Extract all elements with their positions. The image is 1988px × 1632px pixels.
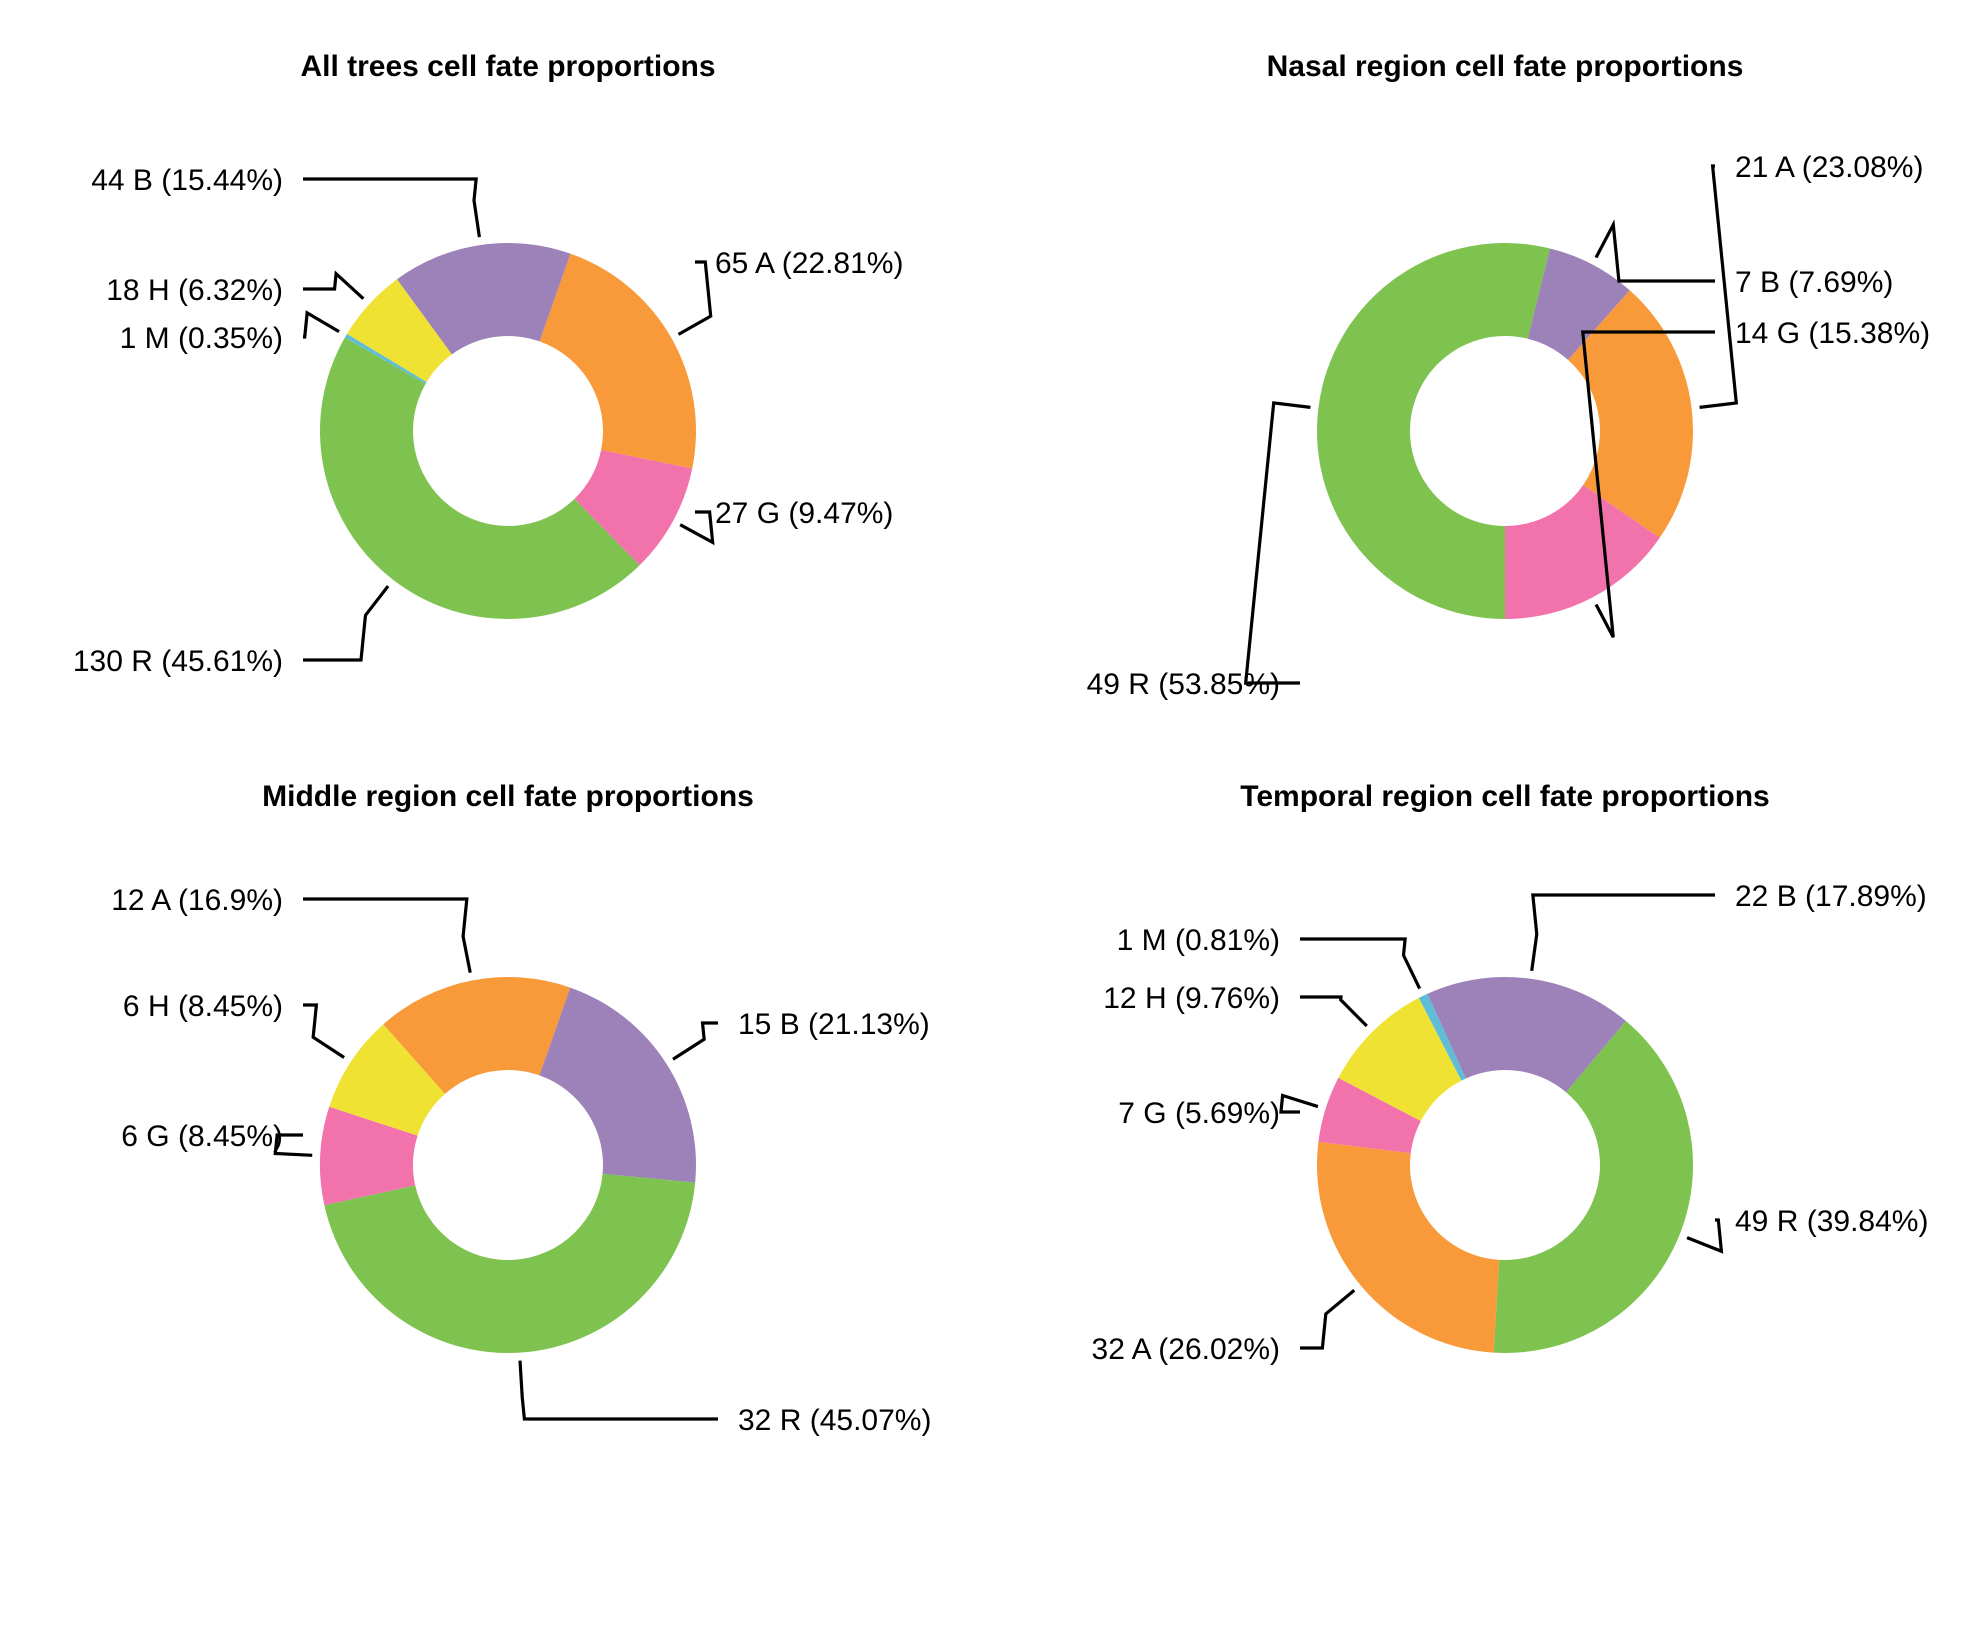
- leader-line-G: [273, 1133, 313, 1157]
- donut-slice-H: [346, 279, 452, 382]
- leader-line-B: [303, 177, 481, 238]
- donut-chart-middle: Middle region cell fate proportions 15 B…: [111, 780, 931, 1437]
- slice-label-B: 44 B (15.44%): [91, 164, 283, 197]
- donut-slices: [319, 977, 696, 1353]
- slice-label-M: 1 M (0.35%): [120, 322, 283, 355]
- leader-line-A: [677, 260, 713, 336]
- donut-slice-M: [344, 333, 427, 384]
- slice-label-G: 27 G (9.47%): [715, 497, 893, 530]
- leader-line-H: [1300, 995, 1368, 1028]
- donut-slice-B: [397, 242, 571, 355]
- donut-slice-B: [1527, 248, 1630, 360]
- chart-title: All trees cell fate proportions: [300, 50, 715, 83]
- leader-line-R: [518, 1360, 718, 1421]
- leader-line-R: [303, 585, 390, 662]
- donut-slice-R: [1493, 1021, 1694, 1353]
- leader-line-B: [1530, 893, 1715, 972]
- slice-label-A: 32 A (26.02%): [1092, 1333, 1280, 1366]
- slice-label-H: 6 H (8.45%): [123, 990, 283, 1023]
- slice-label-G: 6 G (8.45%): [121, 1120, 283, 1153]
- donut-slice-G: [319, 1106, 418, 1206]
- donut-slice-R: [1316, 243, 1550, 619]
- slice-label-B: 22 B (17.89%): [1735, 880, 1927, 913]
- donut-slices: [1316, 976, 1694, 1353]
- donut-chart-all-trees: All trees cell fate proportions 65 A (22…: [73, 50, 904, 678]
- donut-slice-H: [1338, 997, 1462, 1122]
- donut-slice-H: [329, 1024, 446, 1136]
- leader-line-R: [1686, 1218, 1724, 1254]
- slice-label-A: 65 A (22.81%): [715, 247, 903, 280]
- donut-slice-G: [1318, 1077, 1421, 1154]
- leader-line-B: [1594, 219, 1715, 283]
- slice-labels: 15 B (21.13%) 32 R (45.07%) 6 G (8.45%) 6 H…: [111, 884, 931, 1437]
- chart-title: Middle region cell fate proportions: [262, 780, 754, 813]
- donut-slice-G: [1504, 484, 1660, 619]
- slice-label-H: 18 H (6.32%): [106, 274, 283, 307]
- slice-label-A: 21 A (23.08%): [1735, 151, 1923, 184]
- donut-slice-B: [539, 987, 696, 1183]
- donut-slice-R: [320, 337, 640, 619]
- leader-line-R: [1243, 401, 1311, 685]
- slice-label-H: 12 H (9.76%): [1103, 982, 1280, 1015]
- leader-line-A: [1300, 1289, 1356, 1350]
- slice-labels: 49 R (39.84%) 32 A (26.02%) 7 G (5.69%) 12 …: [1092, 880, 1929, 1366]
- leader-line-A: [1699, 164, 1739, 409]
- donut-slice-A: [383, 977, 571, 1094]
- donut-slice-G: [574, 449, 693, 566]
- leader-line-G: [1279, 1093, 1319, 1114]
- slice-label-M: 1 M (0.81%): [1117, 924, 1280, 957]
- slice-label-G: 14 G (15.38%): [1735, 317, 1930, 350]
- leader-line-H: [303, 1003, 345, 1059]
- donut-chart-nasal: Nasal region cell fate proportions 21 A …: [1087, 50, 1931, 701]
- donut-slices: [320, 242, 696, 619]
- slice-label-R: 49 R (53.85%): [1087, 668, 1280, 701]
- leader-line-B: [672, 1021, 718, 1061]
- donut-slice-A: [1567, 290, 1694, 538]
- slice-label-G: 7 G (5.69%): [1118, 1097, 1280, 1130]
- donut-slice-A: [539, 253, 696, 469]
- chart-title: Nasal region cell fate proportions: [1267, 50, 1744, 83]
- slice-label-R: 130 R (45.61%): [73, 645, 283, 678]
- donut-slices: [1316, 243, 1694, 619]
- slice-label-R: 32 R (45.07%): [738, 1404, 931, 1437]
- leader-line-M: [1300, 937, 1422, 990]
- slice-labels: 65 A (22.81%) 27 G (9.47%) 130 R (45.61%) 1…: [73, 164, 904, 678]
- leader-line-M: [303, 310, 340, 339]
- leader-line-H: [303, 270, 365, 300]
- donut-slice-M: [1418, 993, 1466, 1081]
- donut-slice-B: [1427, 976, 1626, 1093]
- donut-slice-A: [1316, 1141, 1500, 1353]
- slice-label-B: 7 B (7.69%): [1735, 266, 1893, 299]
- chart-title: Temporal region cell fate proportions: [1240, 780, 1770, 813]
- donut-slice-R: [324, 1173, 696, 1353]
- leader-line-G: [1580, 330, 1715, 639]
- donut-chart-temporal: Temporal region cell fate proportions 49…: [1092, 780, 1929, 1366]
- leader-line-A: [303, 897, 472, 973]
- slice-label-A: 12 A (16.9%): [111, 884, 283, 917]
- slice-label-B: 15 B (21.13%): [738, 1008, 930, 1041]
- slice-labels: 21 A (23.08%) 14 G (15.38%) 49 R (53.85%) 7…: [1087, 151, 1931, 701]
- leader-line-G: [679, 510, 715, 546]
- slice-label-R: 49 R (39.84%): [1735, 1205, 1928, 1238]
